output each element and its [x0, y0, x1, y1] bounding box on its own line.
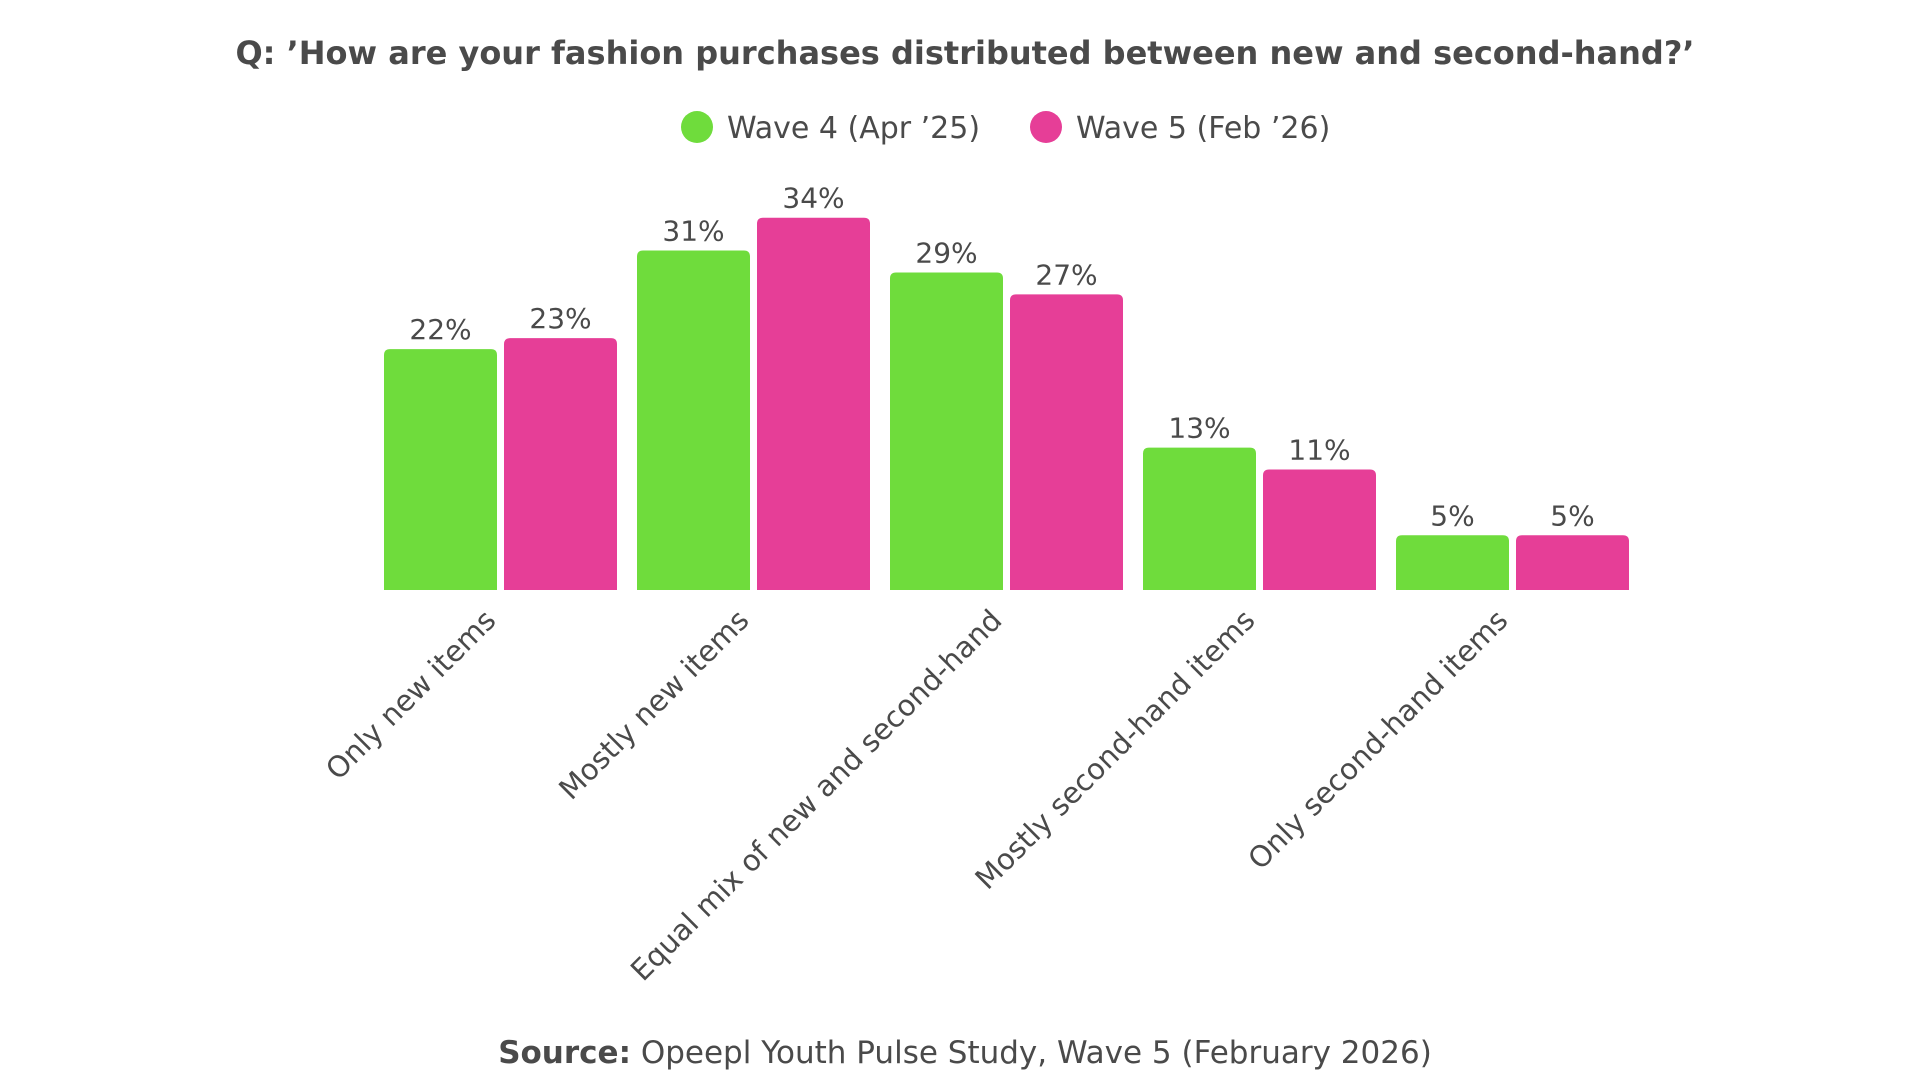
data-label-wave-4-mostly-second-hand-items: 13% [1168, 412, 1230, 445]
x-tick-label-mostly-new-items: Mostly new items [552, 603, 755, 806]
chart-title: Q: ’How are your fashion purchases distr… [235, 34, 1694, 72]
data-label-wave-4-mostly-new-items: 31% [662, 215, 724, 248]
x-tick-label-only-second-hand-items: Only second-hand items [1241, 603, 1514, 876]
source-text: Opeepl Youth Pulse Study, Wave 5 (Februa… [631, 1035, 1432, 1071]
data-label-wave-5-mostly-new-items: 34% [782, 182, 844, 215]
data-label-wave-5-equal-mix-of-new-and-second-hand: 27% [1035, 258, 1097, 291]
data-label-wave-5-only-new-items: 23% [529, 302, 591, 335]
data-label-wave-4-only-second-hand-items: 5% [1430, 499, 1474, 532]
bar-wave-4-equal-mix-of-new-and-second-hand [890, 272, 1003, 590]
legend-label-wave-4: Wave 4 (Apr ’25) [727, 111, 980, 146]
plot-area: 22% 23% Only new items 31% 34% Mostly new ite… [319, 182, 1629, 987]
bar-wave-5-only-new-items [504, 338, 617, 590]
bar-wave-5-mostly-new-items [757, 217, 870, 590]
legend-swatch-wave-5 [1030, 111, 1062, 143]
data-label-wave-4-only-new-items: 22% [409, 313, 471, 346]
legend-swatch-wave-4 [681, 111, 713, 143]
bar-wave-4-only-second-hand-items [1396, 535, 1509, 590]
bar-wave-4-only-new-items [384, 349, 497, 590]
data-label-wave-5-only-second-hand-items: 5% [1550, 499, 1594, 532]
legend-item-wave-5: Wave 5 (Feb ’26) [1030, 111, 1330, 146]
bar-wave-5-equal-mix-of-new-and-second-hand [1010, 294, 1123, 590]
bar-wave-5-mostly-second-hand-items [1263, 469, 1376, 590]
legend-item-wave-4: Wave 4 (Apr ’25) [681, 111, 980, 146]
bar-wave-5-only-second-hand-items [1516, 535, 1629, 590]
bar-wave-4-mostly-new-items [637, 250, 750, 591]
source-label: Source: [498, 1035, 631, 1071]
data-label-wave-4-equal-mix-of-new-and-second-hand: 29% [915, 236, 977, 269]
bar-wave-4-mostly-second-hand-items [1143, 447, 1256, 590]
x-tick-label-only-new-items: Only new items [319, 603, 502, 786]
data-label-wave-5-mostly-second-hand-items: 11% [1288, 434, 1350, 467]
source-line: Source: Opeepl Youth Pulse Study, Wave 5… [498, 1035, 1432, 1071]
legend-label-wave-5: Wave 5 (Feb ’26) [1076, 111, 1330, 146]
x-tick-label-mostly-second-hand-items: Mostly second-hand items [968, 603, 1261, 896]
legend: Wave 4 (Apr ’25) Wave 5 (Feb ’26) [681, 111, 1330, 146]
